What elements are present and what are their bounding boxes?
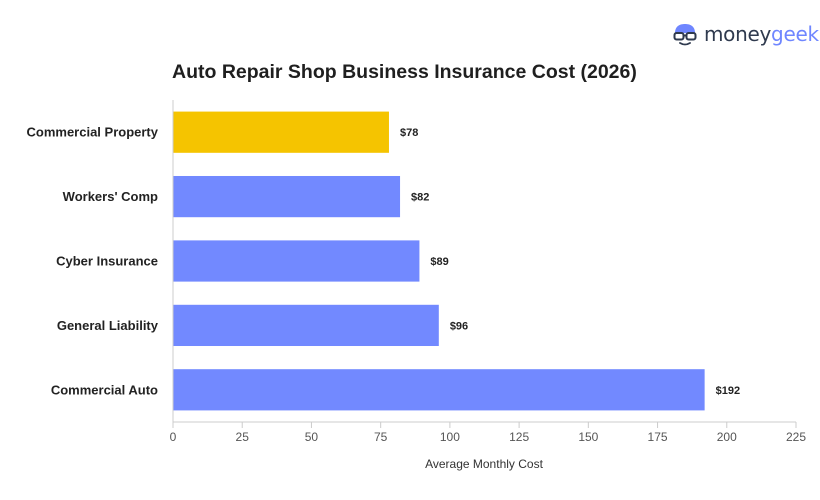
- brand-logo: moneygeek: [672, 20, 819, 48]
- data-label: $78: [400, 127, 418, 139]
- data-label: $96: [450, 320, 468, 332]
- logo-text-geek: geek: [771, 22, 819, 46]
- category-label: General Liability: [57, 318, 159, 333]
- x-tick-label: 225: [786, 430, 806, 444]
- x-tick-label: 75: [374, 430, 388, 444]
- chart-title: Auto Repair Shop Business Insurance Cost…: [172, 61, 637, 83]
- category-label: Workers' Comp: [63, 189, 158, 204]
- data-label: $82: [411, 192, 429, 204]
- x-tick-label: 0: [170, 430, 177, 444]
- bar: [173, 240, 420, 282]
- x-tick-label: 150: [578, 430, 598, 444]
- x-tick-label: 100: [440, 430, 460, 444]
- data-label: $89: [430, 256, 448, 268]
- x-tick-label: 175: [648, 430, 668, 444]
- x-axis-label: Average Monthly Cost: [425, 457, 544, 471]
- bar: [173, 111, 389, 153]
- category-label: Commercial Property: [27, 125, 159, 140]
- data-label: $192: [716, 385, 740, 397]
- logo-text-money: money: [704, 22, 772, 46]
- bar: [173, 304, 439, 347]
- category-label: Cyber Insurance: [56, 254, 158, 269]
- bar: [173, 369, 705, 411]
- brand-wordmark: moneygeek: [704, 22, 819, 46]
- category-label: Commercial Auto: [51, 382, 158, 397]
- x-tick-label: 125: [509, 430, 529, 444]
- bar: [173, 175, 401, 218]
- x-tick-label: 25: [236, 430, 250, 444]
- x-tick-label: 50: [305, 430, 319, 444]
- nerd-glasses-icon: [673, 24, 697, 46]
- x-tick-label: 200: [717, 430, 737, 444]
